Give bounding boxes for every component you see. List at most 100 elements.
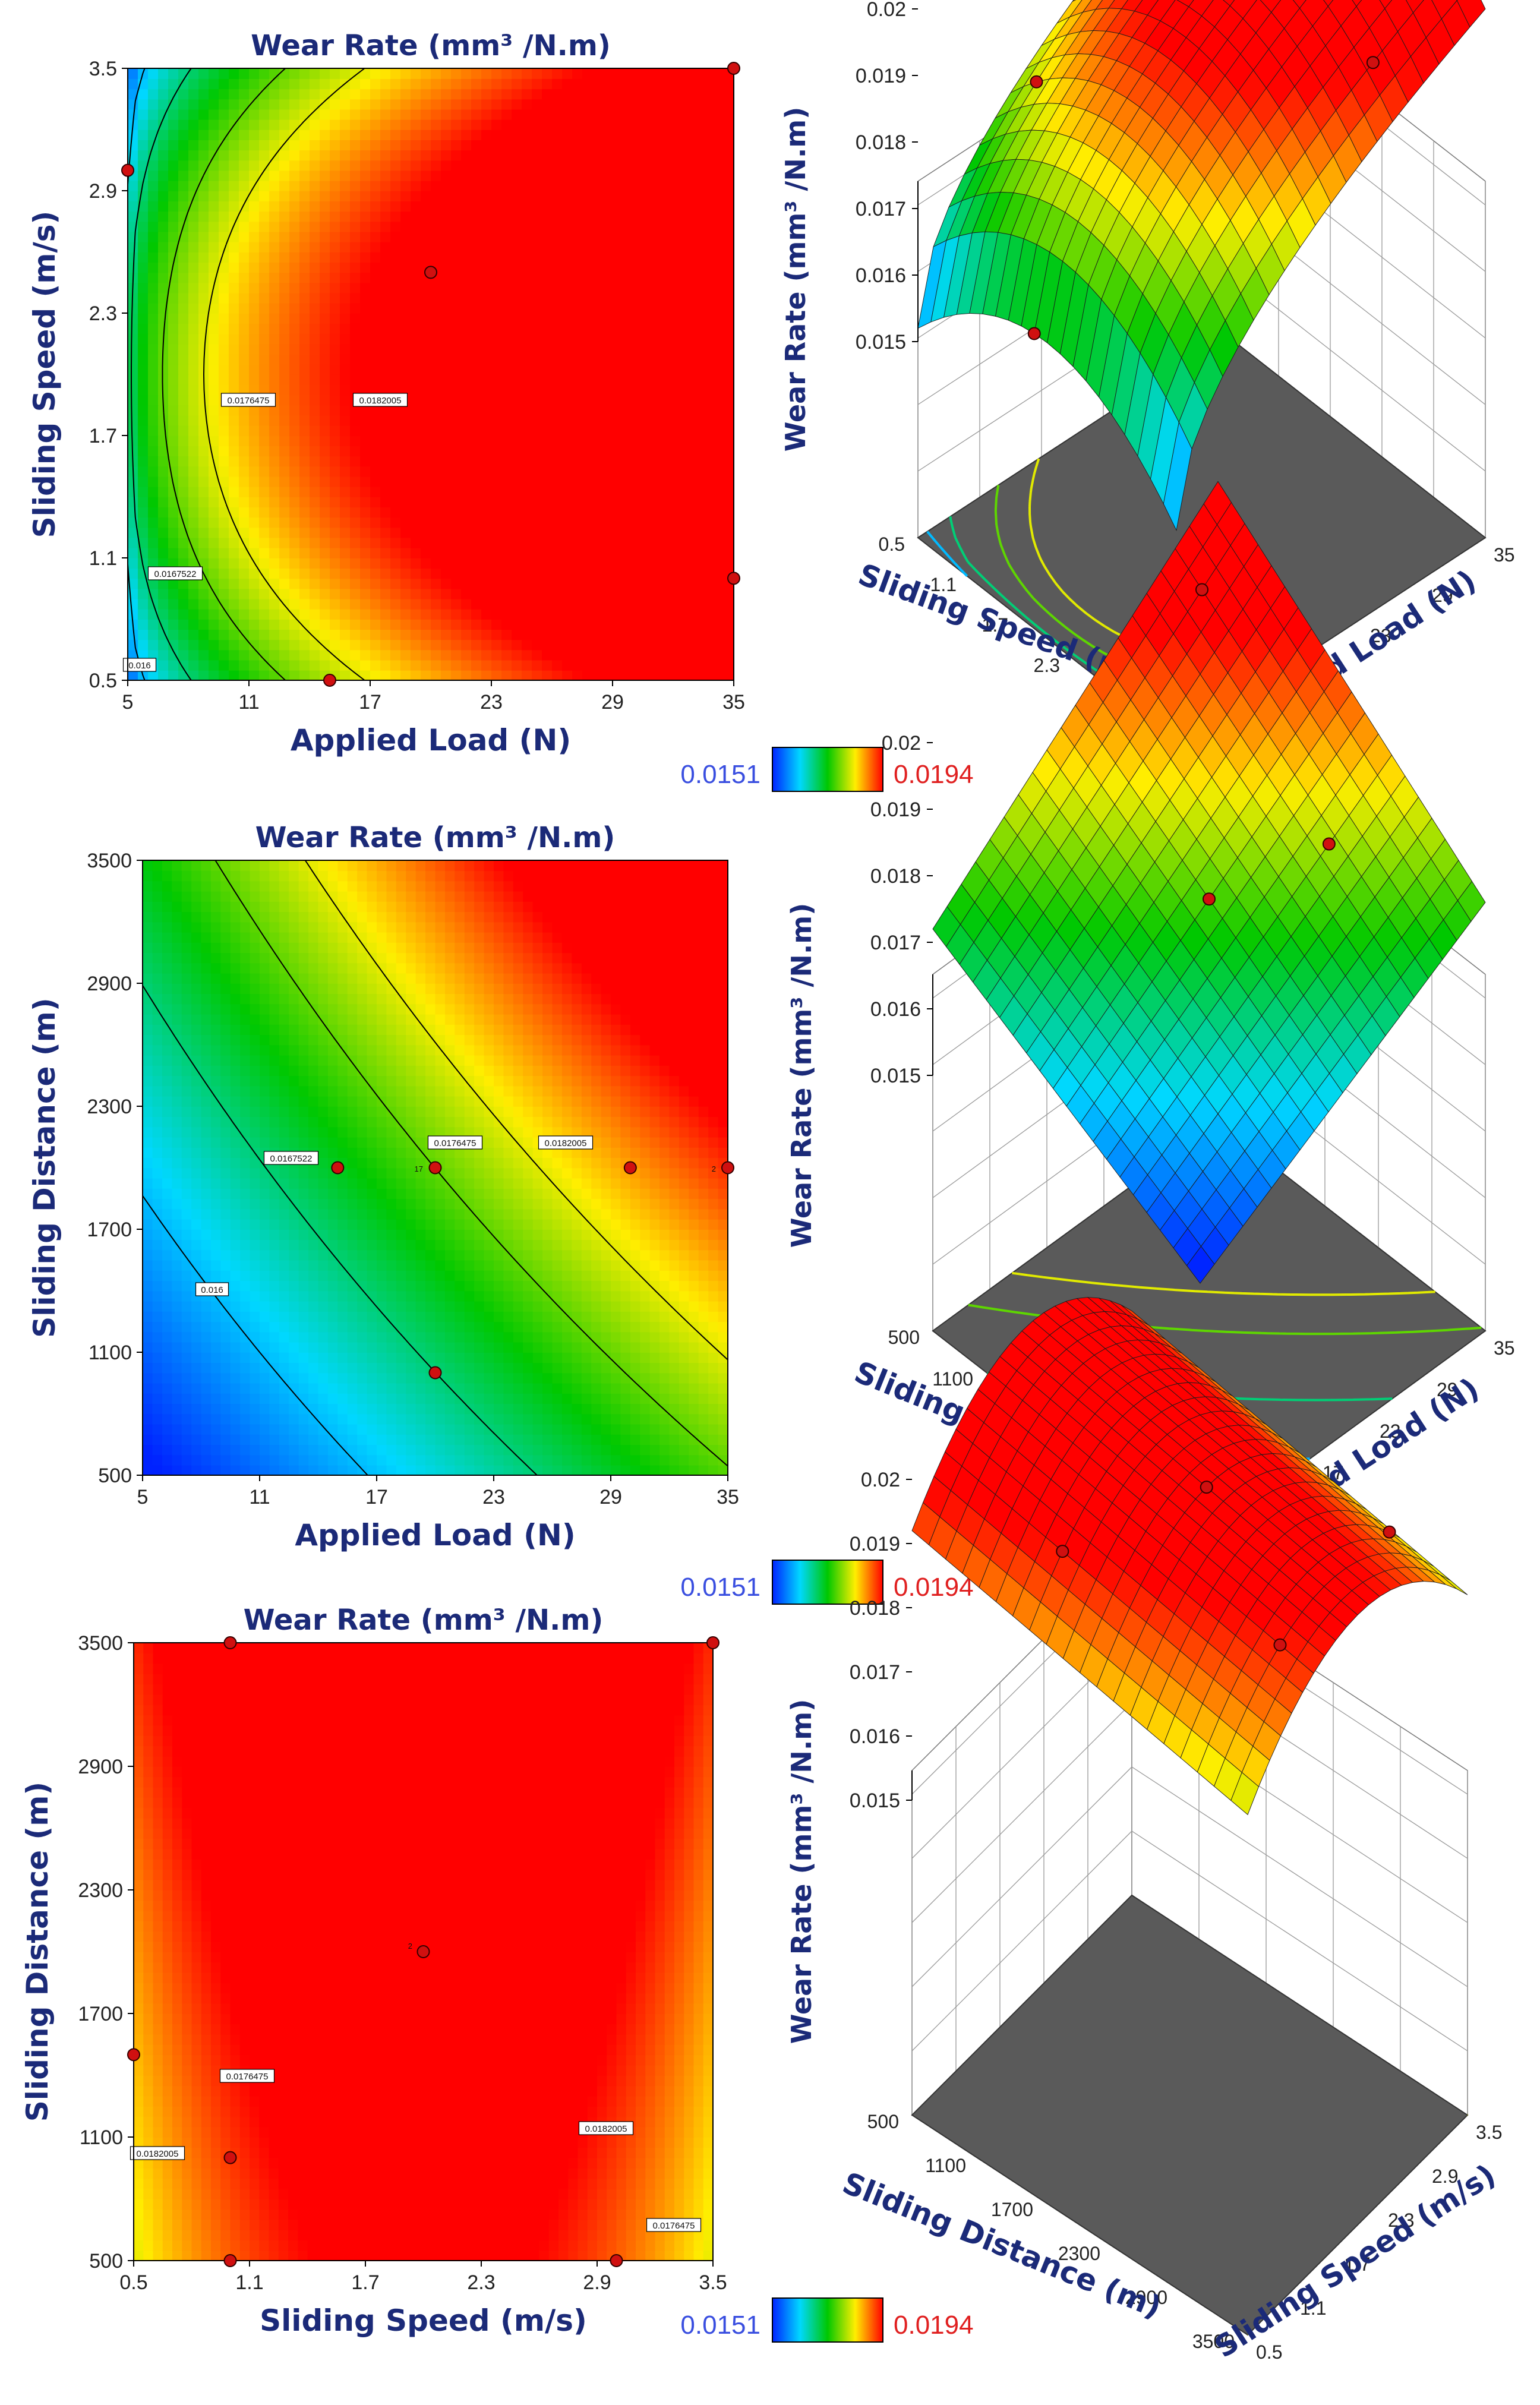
y-tick-label: 1.1 [930,574,957,595]
contour-level-label: 0.0182005 [137,2149,179,2159]
x-tick-label: 11 [249,1486,270,1508]
x-tick-label: 29 [599,1486,622,1508]
surface-design-point [1056,1545,1069,1558]
design-point [428,1161,442,1175]
x-tick-label: 23 [1380,1421,1401,1442]
design-point [127,2048,140,2062]
contour-line [131,68,192,681]
plot-title: Wear Rate (mm³ /N.m) [251,29,611,62]
x-tick-label: 35 [722,691,745,714]
contour-level-label: 0.016 [128,661,151,671]
colorbar-low-label: 0.0151 [680,1573,760,1602]
contour-line [304,860,728,1361]
surface-design-point [1200,1481,1213,1494]
contour-label-box [263,1151,319,1165]
x-tick-label: 29 [601,691,624,714]
surface-design-point [1027,327,1041,340]
y-tick-label: 2900 [78,1756,123,1778]
x-axis-label: Applied Load (N) [295,1518,575,1552]
contour-label-box [578,2121,634,2135]
heatmap-fill [128,68,734,681]
x-axis-label: Sliding Speed (m/s) [260,2303,587,2338]
contour-line [162,68,286,681]
y-tick-label: 2.3 [89,302,117,325]
colorbar-high-label: 0.0194 [894,2311,974,2340]
point-count-label: 17 [415,1164,423,1173]
plot-title: Wear Rate (mm³ /N.m) [244,1604,604,1637]
y-tick-label: 1100 [932,1368,973,1390]
contour-line [214,860,728,1467]
colorbar-low-label: 0.0151 [680,2311,760,2340]
design-point [727,572,740,585]
x-tick-label: 2.3 [467,2271,495,2294]
contour-label-box [220,393,276,407]
x-tick-label: 35 [1494,1337,1515,1359]
x-tick-label: 35 [717,1486,739,1508]
y-tick-label: 1.7 [982,614,1008,636]
contour-level-label: 0.016 [201,1285,223,1295]
contour-level-label: 0.0176475 [226,2072,269,2082]
z-tick-label: 0.019 [850,1533,900,1555]
colorbar [772,1560,883,1605]
y-tick-label: 1.1 [89,547,117,570]
x-tick-label: 0.5 [119,2271,147,2294]
surface-design-point [1273,1638,1287,1652]
z-axis-label: Wear Rate (mm³ /N.m) [785,903,818,1248]
contour-plot-1: 0.016 0.0167522 0.0176475 0.0182005 5 11 17 23 2… [27,29,974,792]
x-tick-label: 2.3 [1388,2210,1414,2231]
point-count-label: 2 [408,1942,412,1950]
colorbar-high-label: 0.0194 [894,1573,974,1602]
colorbar-high-label: 0.0194 [894,760,974,789]
point-count-label: 2 [712,1164,716,1173]
contour-label-box [427,1135,483,1150]
y-tick-label: 2900 [87,973,132,995]
y-tick-label: 0.5 [89,670,117,692]
surface-design-point [1203,892,1216,906]
contour-level-label: 0.0176475 [653,2221,695,2231]
contour-level-label: 0.0176475 [228,396,270,406]
z-tick-label: 0.015 [870,1065,921,1087]
y-tick-label: 3500 [78,1632,123,1655]
design-point [323,674,336,687]
contour-level-label: 0.0176475 [434,1138,476,1148]
x-tick-label: 23 [1370,625,1391,646]
x-tick-label: 17 [359,691,381,714]
y-tick-label: 500 [98,1465,132,1487]
y-tick-label: 2300 [87,1096,132,1118]
y-axis-label: Sliding Distance (m) [27,998,62,1337]
y-tick-label: 0.5 [879,534,905,555]
y-tick-label: 1100 [925,2155,966,2176]
y-tick-label: 2300 [1058,2243,1100,2264]
x-tick-label: 23 [480,691,503,714]
z-tick-label: 0.017 [870,932,921,954]
z-tick-label: 0.019 [856,65,906,87]
z-tick-label: 0.016 [850,1725,900,1748]
contour-line [203,68,365,681]
contour-label-box [646,2218,702,2232]
y-tick-label: 2.3 [1034,655,1060,676]
x-tick-label: 1.7 [1344,2253,1370,2275]
x-tick-label: 29 [1432,585,1453,606]
z-tick-label: 0.018 [856,131,906,154]
design-point [121,163,134,177]
floor-contour [1246,2114,1469,2336]
y-tick-label: 2.9 [89,180,117,203]
response-surface [911,1297,1468,1816]
design-point [428,1366,442,1380]
surface-design-point [1322,837,1336,851]
contour-plot-3: 0.0176475 0.0182005 0.0182005 0.0176475 2 0.5… [20,1604,974,2343]
heatmap-fill [143,860,728,1476]
y-tick-label: 1700 [87,1219,132,1241]
y-tick-label: 1100 [89,1342,132,1364]
y-axis-label: Sliding Speed (m/s) [27,211,62,538]
x-tick-label: 0.5 [1256,2341,1282,2363]
y-tick-label: 1700 [991,2199,1033,2220]
z-tick-label: 0.02 [861,1469,900,1491]
heatmap-fill [134,1643,714,2261]
contour-label-box [122,658,157,672]
z-tick-label: 0.017 [850,1661,900,1684]
z-tick-label: 0.017 [856,198,906,220]
x-tick-label: 1.7 [351,2271,379,2294]
response-surface [932,481,1486,1284]
x-tick-label: 5 [122,691,134,714]
